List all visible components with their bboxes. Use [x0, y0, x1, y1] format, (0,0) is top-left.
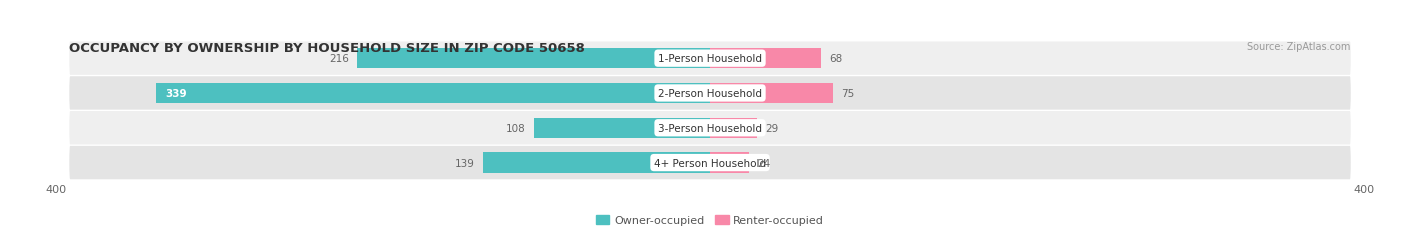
- Bar: [710, 84, 832, 104]
- Text: OCCUPANCY BY OWNERSHIP BY HOUSEHOLD SIZE IN ZIP CODE 50658: OCCUPANCY BY OWNERSHIP BY HOUSEHOLD SIZE…: [69, 42, 585, 55]
- Text: 1-Person Household: 1-Person Household: [658, 54, 762, 64]
- Text: 108: 108: [506, 123, 526, 133]
- Text: 75: 75: [841, 88, 853, 99]
- Text: 4+ Person Household: 4+ Person Household: [654, 158, 766, 168]
- Text: 139: 139: [454, 158, 475, 168]
- Bar: [156, 84, 710, 104]
- FancyBboxPatch shape: [69, 77, 1351, 110]
- FancyBboxPatch shape: [69, 42, 1351, 76]
- Text: 216: 216: [329, 54, 349, 64]
- Text: 24: 24: [758, 158, 770, 168]
- Text: 339: 339: [166, 88, 187, 99]
- Text: 29: 29: [766, 123, 779, 133]
- Bar: [710, 49, 821, 69]
- Text: Source: ZipAtlas.com: Source: ZipAtlas.com: [1247, 42, 1351, 52]
- Bar: [533, 118, 710, 138]
- Legend: Owner-occupied, Renter-occupied: Owner-occupied, Renter-occupied: [592, 211, 828, 230]
- Bar: [710, 118, 758, 138]
- Text: 3-Person Household: 3-Person Household: [658, 123, 762, 133]
- Bar: [357, 49, 710, 69]
- FancyBboxPatch shape: [69, 112, 1351, 145]
- Text: 68: 68: [830, 54, 842, 64]
- Bar: [482, 153, 710, 173]
- Text: 2-Person Household: 2-Person Household: [658, 88, 762, 99]
- FancyBboxPatch shape: [69, 146, 1351, 179]
- Bar: [710, 153, 749, 173]
